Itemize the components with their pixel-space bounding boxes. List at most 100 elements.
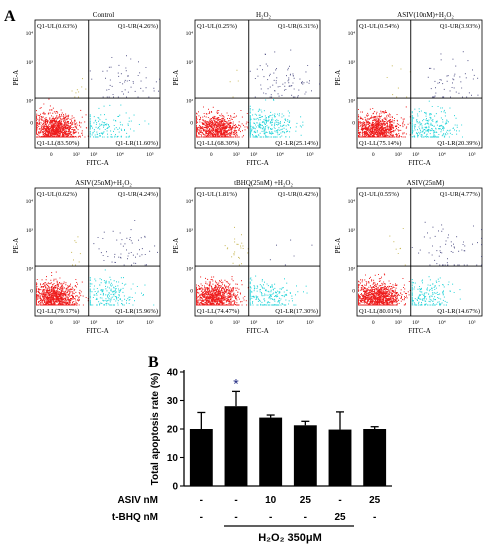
points-lr	[249, 275, 308, 306]
y-tick-label: 10⁴	[186, 199, 194, 205]
x-tick-label: 0	[50, 320, 53, 326]
y-tick-label: 10³	[348, 228, 356, 234]
y-axis-label: PE-A	[12, 238, 20, 254]
quadrant-label-lr: Q1-LR(11.60%)	[115, 140, 158, 147]
points-lr	[89, 104, 150, 138]
treatment-cell: 25	[300, 495, 312, 506]
flow-plot-5: Q1-UL(1.81%) Q1-UR(0.42%) Q1-LL(74.47%) Q1-…	[172, 179, 321, 335]
x-tick-label: 10⁴	[116, 320, 124, 326]
y-tick-label: 10	[167, 453, 179, 464]
quadrant-label-lr: Q1-LR(15.96%)	[115, 308, 158, 315]
x-tick-label: 10²	[395, 320, 403, 326]
quadrant-label-ul: Q1-UL(0.62%)	[37, 191, 77, 198]
y-axis-label: PE-A	[12, 70, 20, 86]
treatment-cell: -	[269, 512, 272, 523]
bar	[189, 429, 213, 486]
treatment-cell: -	[304, 512, 307, 523]
points-ll	[196, 276, 249, 306]
treatment-cell: -	[234, 512, 237, 523]
x-tick-label: 0	[210, 152, 213, 158]
flow-plot-3: Q1-UL(0.54%) Q1-UR(3.93%) Q1-LL(75.14%) Q1-…	[334, 11, 483, 167]
points-ur	[93, 219, 158, 266]
quadrant-label-ur: Q1-UR(4.24%)	[118, 191, 158, 198]
scatter-points	[36, 219, 158, 306]
quadrant-label-lr: Q1-LR(20.39%)	[437, 140, 480, 147]
flow-plot-2: Q1-UL(0.25%) Q1-UR(6.31%) Q1-LL(68.30%) Q1-…	[172, 11, 321, 167]
points-ul	[71, 78, 87, 98]
bar	[293, 425, 317, 486]
x-tick-label: 10⁵	[146, 320, 154, 326]
points-ll	[36, 98, 89, 138]
points-ur	[269, 239, 313, 266]
points-lr	[411, 276, 461, 306]
treatment-cell: -	[338, 495, 341, 506]
points-ur	[249, 49, 320, 98]
bar	[259, 417, 283, 486]
x-axis-label: FITC-A	[86, 159, 109, 167]
x-tick-label: 10⁵	[146, 152, 154, 158]
plot-title: ASIV(25nM)+H₂O₂	[75, 179, 132, 187]
y-tick-label: 0	[352, 288, 355, 294]
y-tick-label: 10⁴	[26, 199, 34, 205]
x-tick-label: 10³	[412, 320, 420, 326]
y-tick-label: 10²	[26, 267, 34, 273]
points-ll	[196, 106, 249, 138]
flow-plot-1: Q1-UL(0.63%) Q1-UR(4.26%) Q1-LL(83.50%) Q1-…	[12, 11, 161, 167]
x-tick-label: 10⁴	[438, 152, 446, 158]
y-tick-label: 10⁴	[186, 31, 194, 37]
points-ur	[89, 55, 160, 98]
y-tick-label: 0	[190, 288, 193, 294]
y-tick-label: 10²	[26, 99, 34, 105]
x-tick-label: 10³	[90, 320, 98, 326]
x-tick-label: 10²	[233, 320, 241, 326]
bar-chart: 0 10 20 30 40 Total apoptosis rate (%) * ASIV n…	[112, 368, 392, 544]
quadrant-label-ul: Q1-UL(0.55%)	[359, 191, 399, 198]
quadrant-label-ur: Q1-UR(4.77%)	[440, 191, 480, 198]
points-ll	[358, 106, 411, 138]
points-ul	[224, 226, 249, 266]
quadrant-label-ur: Q1-UR(0.42%)	[278, 191, 318, 198]
x-axis-label: FITC-A	[408, 159, 431, 167]
quadrant-label-ll: Q1-LL(75.14%)	[359, 140, 401, 147]
quadrant-label-ur: Q1-UR(3.93%)	[440, 23, 480, 30]
points-ll	[358, 273, 411, 306]
h2o2-label: H₂O₂ 350μM	[258, 532, 322, 544]
plot-title: H₂O₂	[256, 11, 272, 19]
x-axis-label: FITC-A	[246, 159, 269, 167]
x-tick-label: 0	[210, 320, 213, 326]
x-tick-label: 10⁴	[276, 320, 284, 326]
points-ur	[411, 221, 482, 266]
bar	[363, 429, 387, 486]
x-tick-label: 10³	[250, 152, 258, 158]
y-axis-label: PE-A	[334, 70, 342, 86]
x-tick-label: 10⁵	[306, 320, 314, 326]
treatment-cell: 25	[334, 512, 346, 523]
bar	[224, 406, 248, 486]
points-ur	[427, 51, 479, 98]
y-axis-label: PE-A	[334, 238, 342, 254]
x-tick-label: 0	[372, 152, 375, 158]
x-tick-label: 10⁵	[468, 152, 476, 158]
plot-title: ASIV(25nM)	[407, 179, 445, 187]
y-tick-label: 30	[167, 396, 179, 407]
y-tick-label: 20	[167, 425, 179, 436]
significance-marker: *	[233, 375, 239, 391]
x-tick-label: 10⁴	[276, 152, 284, 158]
x-axis-label: FITC-A	[408, 327, 431, 335]
x-tick-label: 10³	[90, 152, 98, 158]
scatter-points	[196, 49, 320, 138]
quadrant-label-ul: Q1-UL(0.25%)	[197, 23, 237, 30]
treatment-cell: 10	[265, 495, 277, 506]
quadrant-label-lr: Q1-LR(17.30%)	[275, 308, 318, 315]
x-tick-label: 10²	[73, 152, 81, 158]
bar	[328, 429, 352, 486]
treatment-row-label: ASIV nM	[117, 495, 158, 506]
x-tick-label: 10²	[395, 152, 403, 158]
points-ul	[389, 227, 406, 266]
y-tick-label: 10³	[26, 228, 34, 234]
x-tick-label: 10²	[73, 320, 81, 326]
quadrant-label-ll: Q1-LL(83.50%)	[37, 140, 79, 147]
quadrant-label-ur: Q1-UR(4.26%)	[118, 23, 158, 30]
scatter-points	[358, 221, 482, 306]
